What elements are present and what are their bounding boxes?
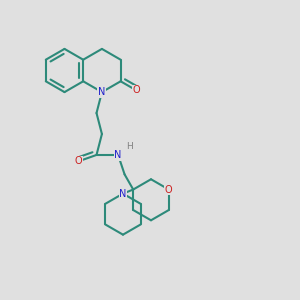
Text: N: N [119,189,127,199]
Text: N: N [114,150,122,160]
Text: O: O [74,156,82,167]
Text: O: O [165,184,172,194]
Text: H: H [127,142,134,151]
Text: O: O [133,85,140,95]
Text: N: N [98,87,106,97]
